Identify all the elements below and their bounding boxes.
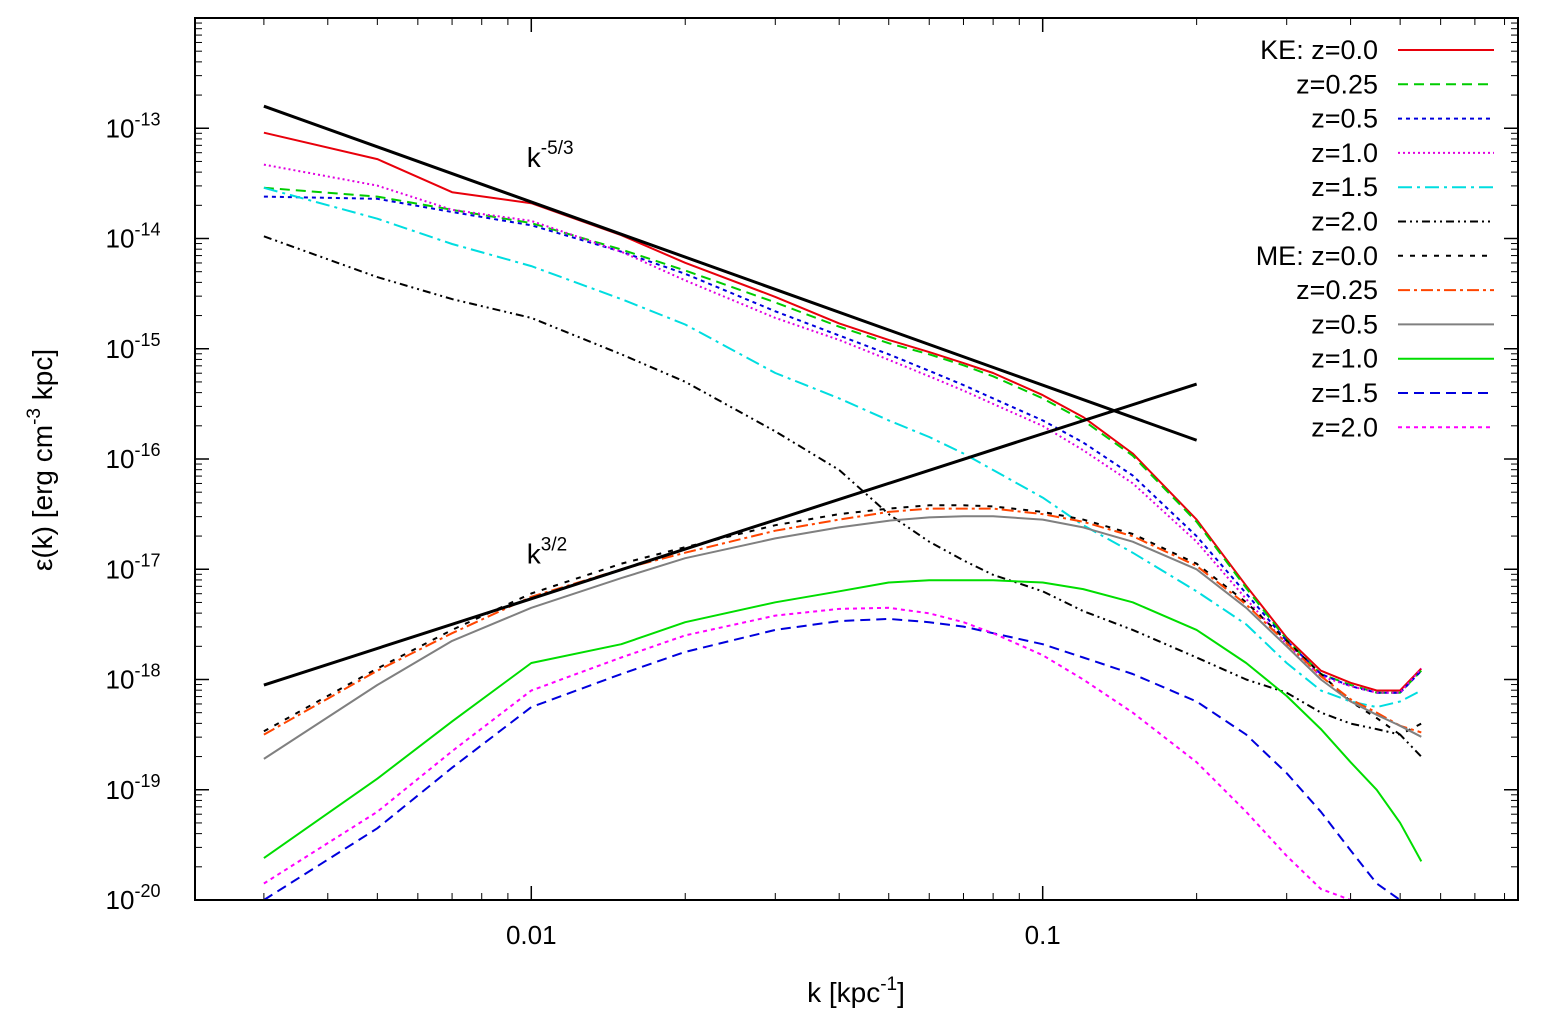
y-tick-label: 10-18 (106, 661, 161, 695)
reference-line-0 (263, 104, 1198, 442)
y-tick-label: 10-20 (106, 881, 161, 915)
y-tick-label: 10-15 (106, 330, 161, 364)
y-axis-label-end: kpc] (27, 349, 58, 408)
y-tick-label-exp: -15 (134, 330, 160, 350)
x-axis-label-main: k [kpc (807, 977, 880, 1008)
legend-label-2: z=0.5 (1311, 104, 1378, 134)
plot-frame (194, 17, 1519, 901)
legend-label-11: z=2.0 (1311, 412, 1378, 442)
series-line-4 (263, 186, 1422, 709)
series-line-1 (263, 186, 1423, 694)
series-line-5 (263, 235, 1423, 758)
series-line-10 (263, 617, 1422, 901)
series-line-11 (263, 606, 1422, 901)
x-axis-label: k [kpc-1] (807, 974, 905, 1008)
legend-label-10: z=1.5 (1311, 378, 1378, 408)
x-tick-label: 0.1 (1025, 920, 1061, 950)
x-axis-label-sup: -1 (880, 974, 897, 995)
annotations: k-5/3k3/2 (527, 138, 574, 570)
y-tick-label: 10-19 (106, 771, 161, 805)
y-tick-label: 10-16 (106, 440, 161, 474)
x-tick-label: 0.01 (506, 920, 557, 950)
y-tick-label-base: 10 (106, 444, 135, 474)
x-axis-label-end: ] (897, 977, 905, 1008)
annotation-1: k3/2 (527, 535, 567, 570)
series-line-8 (263, 515, 1422, 760)
legend-label-7: z=0.25 (1296, 275, 1378, 305)
y-tick-label: 10-17 (106, 550, 161, 584)
legend-label-0: KE: z=0.0 (1260, 35, 1378, 65)
y-tick-label-base: 10 (106, 334, 135, 364)
annotation-0: k-5/3 (527, 138, 574, 173)
y-tick-label-base: 10 (106, 113, 135, 143)
tick-labels: 10-1310-1410-1510-1610-1710-1810-1910-20… (106, 109, 1061, 950)
y-tick-label-base: 10 (106, 665, 135, 695)
y-axis-label-main: ε(k) [erg cm (27, 425, 58, 571)
axis-ticks (195, 18, 1518, 901)
series-line-3 (263, 163, 1423, 694)
annotation-base: k (527, 142, 542, 173)
annotation-exp: -5/3 (541, 138, 574, 159)
y-tick-label-exp: -16 (134, 440, 160, 460)
y-tick-label-base: 10 (106, 554, 135, 584)
y-tick-label-base: 10 (106, 885, 135, 915)
annotation-exp: 3/2 (541, 535, 567, 556)
y-tick-label-exp: -20 (134, 881, 160, 901)
y-tick-label-exp: -14 (134, 220, 160, 240)
legend-label-9: z=1.0 (1311, 344, 1378, 374)
annotation-base: k (527, 539, 542, 570)
legend-label-8: z=0.5 (1311, 309, 1378, 339)
y-tick-label-base: 10 (106, 775, 135, 805)
y-axis-label-sup: -3 (24, 408, 45, 425)
y-tick-label-exp: -17 (134, 550, 160, 570)
legend-label-6: ME: z=0.0 (1256, 241, 1378, 271)
series-line-2 (263, 195, 1423, 694)
y-tick-label-exp: -18 (134, 661, 160, 681)
y-tick-label: 10-14 (106, 220, 161, 254)
legend-label-3: z=1.0 (1311, 138, 1378, 168)
series-line-9 (263, 579, 1423, 862)
legend-label-5: z=2.0 (1311, 207, 1378, 237)
y-tick-label-exp: -19 (134, 771, 160, 791)
y-tick-label-exp: -13 (134, 109, 160, 129)
legend: KE: z=0.0 z=0.25 z=0.5 z=1.0 z=1.5 z=2.0 ME: z… (1256, 35, 1494, 442)
reference-line-1 (263, 382, 1198, 687)
series-line-6 (263, 504, 1422, 736)
reference-lines (263, 104, 1198, 687)
y-axis-label: ε(k) [erg cm-3 kpc] (24, 349, 58, 571)
y-tick-label: 10-13 (106, 109, 161, 143)
y-tick-label-base: 10 (106, 224, 135, 254)
legend-label-4: z=1.5 (1311, 172, 1378, 202)
legend-label-1: z=0.25 (1296, 69, 1378, 99)
